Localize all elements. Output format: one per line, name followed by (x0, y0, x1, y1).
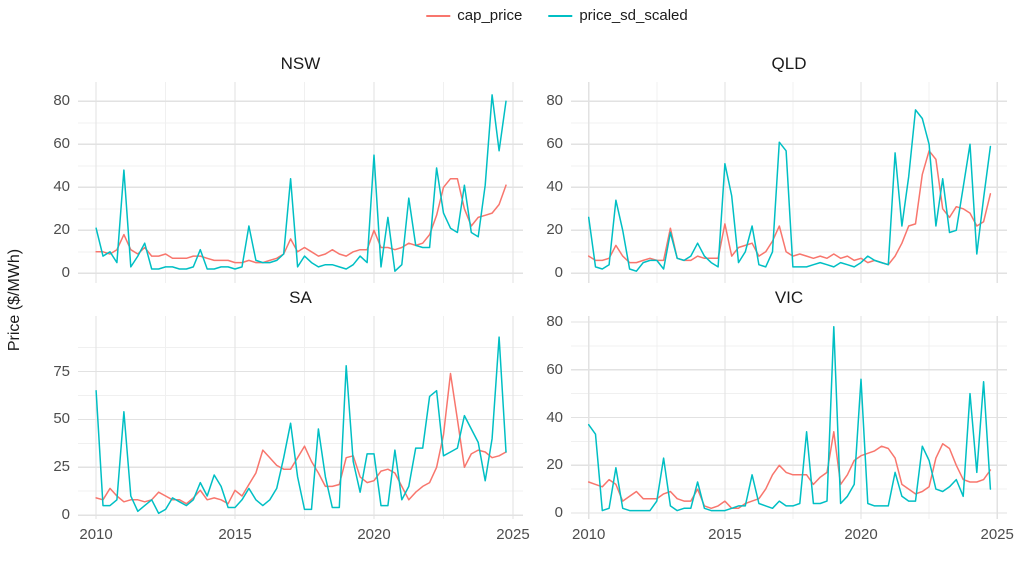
y-tick-label: 60 (53, 135, 70, 153)
y-tick-label: 0 (61, 264, 70, 282)
x-tick-label: 2025 (496, 526, 530, 543)
legend-label-price-sd-scaled: price_sd_scaled (579, 7, 688, 24)
x-tick-label: 2020 (357, 526, 391, 543)
y-tick-label: 20 (546, 456, 563, 474)
y-tick-label: 60 (546, 135, 563, 153)
y-tick-label: 40 (53, 178, 70, 196)
legend-key-line-price-sd-scaled (548, 14, 573, 17)
y-tick-label: 20 (53, 221, 70, 239)
y-tick-label: 20 (546, 221, 563, 239)
y-tick-label: 75 (53, 362, 70, 380)
x-tick-label: 2020 (844, 526, 878, 543)
legend-item-price-sd-scaled: price_sd_scaled (548, 7, 688, 24)
y-tick-label: 40 (546, 178, 563, 196)
x-tick-label: 2025 (980, 526, 1014, 543)
y-tick-label: 0 (61, 506, 70, 524)
series-line-cap_price (95, 372, 507, 505)
y-tick-label: 80 (546, 92, 563, 110)
x-tick-label: 2010 (79, 526, 113, 543)
series-line-price_sd_scaled (587, 325, 992, 512)
facet-title-qld: QLD (771, 54, 807, 73)
facet-title-nsw: NSW (280, 54, 321, 73)
y-tick-label: 0 (554, 264, 563, 282)
plot-area-qld (571, 82, 1007, 283)
plot-area-vic (571, 316, 1007, 519)
y-tick-label: 60 (546, 360, 563, 378)
series-line-cap_price (587, 431, 992, 510)
series-line-price_sd_scaled (95, 94, 507, 272)
x-tick-label: 2010 (572, 526, 606, 543)
y-tick-label: 80 (53, 92, 70, 110)
series-line-price_sd_scaled (95, 336, 507, 515)
y-tick-label: 25 (53, 458, 70, 476)
facet-title-vic: VIC (774, 288, 804, 307)
y-tick-label: 0 (554, 504, 563, 522)
y-tick-label: 40 (546, 408, 563, 426)
legend-key-line-cap-price (426, 14, 451, 17)
y-tick-label: 50 (53, 410, 70, 428)
chart-legend: cap_price price_sd_scaled (426, 7, 688, 24)
plot-area-nsw (78, 82, 523, 283)
legend-label-cap-price: cap_price (457, 7, 523, 24)
legend-item-cap-price: cap_price (426, 7, 522, 24)
x-tick-label: 2015 (218, 526, 252, 543)
series-line-cap_price (95, 177, 507, 264)
x-tick-label: 2015 (708, 526, 742, 543)
series-line-price_sd_scaled (587, 109, 992, 272)
plot-area-sa (78, 316, 523, 519)
y-tick-label: 80 (546, 312, 563, 330)
facet-title-sa: SA (289, 288, 312, 307)
